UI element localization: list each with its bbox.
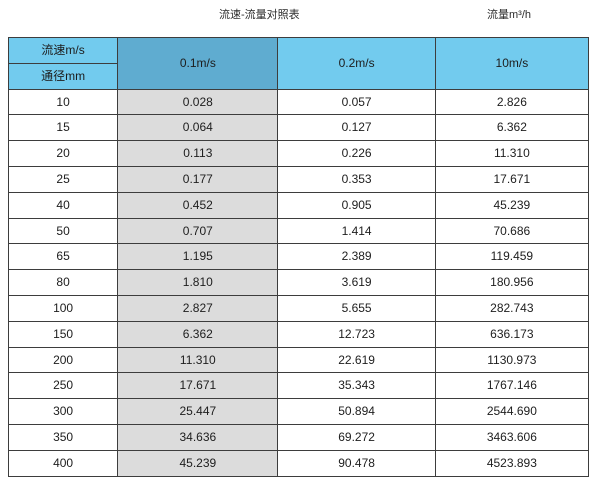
cell-v2: 0.057 [277, 88, 436, 116]
cell-v2: 0.905 [277, 191, 436, 219]
table-body: 流速m/s 0.1m/s 0.2m/s 10m/s 通径mm 10 0.028 … [7, 37, 590, 477]
table-row: 400 45.239 90.478 4523.893 [7, 449, 590, 477]
cell-v1: 0.028 [117, 88, 279, 116]
cell-dn: 20 [7, 140, 119, 167]
cell-v1: 25.447 [117, 398, 279, 425]
cell-v3: 17.671 [434, 165, 590, 193]
cell-dn: 100 [7, 294, 119, 322]
cell-v2: 0.127 [277, 114, 436, 142]
cell-v1: 0.177 [117, 165, 279, 193]
cell-v3: 1767.146 [434, 372, 590, 400]
table-row: 50 0.707 1.414 70.686 [7, 217, 590, 245]
table-row: 40 0.452 0.905 45.239 [7, 191, 590, 219]
cell-v1: 45.239 [117, 449, 279, 477]
cell-v3: 636.173 [434, 320, 590, 348]
cell-v3: 1130.973 [434, 346, 590, 374]
cell-v3: 45.239 [434, 191, 590, 219]
cell-dn: 350 [7, 423, 119, 451]
cell-dn: 400 [7, 449, 119, 477]
cell-v2: 0.226 [277, 140, 436, 167]
cell-v2: 5.655 [277, 294, 436, 322]
table-row: 300 25.447 50.894 2544.690 [7, 398, 590, 425]
cell-dn: 300 [7, 398, 119, 425]
header-row-top: 流速m/s 0.1m/s 0.2m/s 10m/s [7, 37, 590, 90]
cell-v2: 22.619 [277, 346, 436, 374]
cell-v3: 2544.690 [434, 398, 590, 425]
cell-v2: 50.894 [277, 398, 436, 425]
caption-bar: 流速-流量对照表 流量m³/h [0, 0, 600, 36]
page-title: 流速-流量对照表 [219, 9, 300, 21]
cell-v1: 0.452 [117, 191, 279, 219]
cell-v2: 12.723 [277, 320, 436, 348]
cell-v2: 2.389 [277, 243, 436, 271]
flow-rate-table: 流速m/s 0.1m/s 0.2m/s 10m/s 通径mm 10 0.028 … [7, 37, 590, 477]
flow-table-container: 流速m/s 0.1m/s 0.2m/s 10m/s 通径mm 10 0.028 … [7, 37, 590, 477]
cell-v3: 119.459 [434, 243, 590, 271]
cell-v3: 6.362 [434, 114, 590, 142]
cell-dn: 200 [7, 346, 119, 374]
table-row: 250 17.671 35.343 1767.146 [7, 372, 590, 400]
cell-v1: 1.810 [117, 269, 279, 296]
cell-v2: 0.353 [277, 165, 436, 193]
cell-dn: 40 [7, 191, 119, 219]
column-header-2: 10m/s [434, 37, 590, 90]
cell-v1: 34.636 [117, 423, 279, 451]
cell-dn: 80 [7, 269, 119, 296]
cell-v3: 4523.893 [434, 449, 590, 477]
header-row-bottom: 通径mm [7, 62, 589, 90]
table-row: 10 0.028 0.057 2.826 [7, 88, 590, 116]
cell-v1: 0.113 [117, 140, 279, 167]
table-row: 100 2.827 5.655 282.743 [7, 294, 590, 322]
cell-v3: 180.956 [434, 269, 590, 296]
cell-v3: 2.826 [434, 88, 590, 116]
cell-dn: 15 [7, 114, 119, 142]
corner-header-velocity: 流速m/s [7, 37, 119, 64]
cell-v1: 11.310 [117, 346, 279, 374]
cell-dn: 50 [7, 217, 119, 245]
cell-dn: 250 [7, 372, 119, 400]
table-row: 80 1.810 3.619 180.956 [7, 269, 590, 296]
cell-v3: 70.686 [434, 217, 590, 245]
cell-v1: 1.195 [117, 243, 279, 271]
column-header-0: 0.1m/s [117, 37, 279, 90]
cell-v1: 17.671 [117, 372, 279, 400]
cell-dn: 65 [7, 243, 119, 271]
cell-v2: 3.619 [277, 269, 436, 296]
cell-v3: 3463.606 [434, 423, 590, 451]
table-row: 20 0.113 0.226 11.310 [7, 140, 590, 167]
cell-v2: 90.478 [277, 449, 436, 477]
cell-v1: 0.707 [117, 217, 279, 245]
table-row: 25 0.177 0.353 17.671 [7, 165, 590, 193]
table-row: 150 6.362 12.723 636.173 [7, 320, 590, 348]
cell-v1: 6.362 [117, 320, 279, 348]
cell-v2: 69.272 [277, 423, 436, 451]
flow-unit-label: 流量m³/h [487, 9, 531, 21]
cell-dn: 10 [7, 88, 119, 116]
cell-v2: 1.414 [277, 217, 436, 245]
table-row: 350 34.636 69.272 3463.606 [7, 423, 590, 451]
table-row: 200 11.310 22.619 1130.973 [7, 346, 590, 374]
cell-v3: 11.310 [434, 140, 590, 167]
cell-v1: 2.827 [117, 294, 279, 322]
column-header-1: 0.2m/s [277, 37, 436, 90]
cell-dn: 150 [7, 320, 119, 348]
cell-v3: 282.743 [434, 294, 590, 322]
table-row: 65 1.195 2.389 119.459 [7, 243, 590, 271]
table-row: 15 0.064 0.127 6.362 [7, 114, 590, 142]
corner-header-diameter: 通径mm [7, 62, 119, 90]
cell-v1: 0.064 [117, 114, 279, 142]
cell-dn: 25 [7, 165, 119, 193]
cell-v2: 35.343 [277, 372, 436, 400]
